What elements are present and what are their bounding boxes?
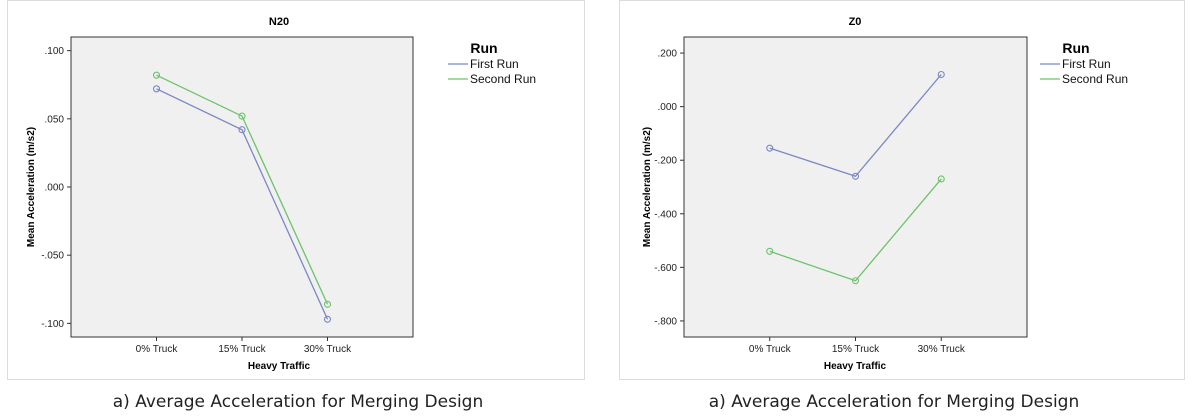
- y-tick-label: -.400: [654, 209, 677, 220]
- series-2-point: [238, 112, 246, 120]
- series-2-point: [766, 247, 774, 255]
- y-axis-label: Mean Acceleration (m/s2): [26, 127, 37, 247]
- chart-panel-right: Z0 .200 .000 -.200 -.400 -.600 -.800 0% Truck 15…: [619, 0, 1185, 380]
- series-2-point: [851, 277, 860, 285]
- x-tick-label: 15% Truck: [218, 344, 266, 355]
- y-tick-label: -.600: [654, 263, 677, 274]
- y-tick-label: -.100: [41, 319, 64, 330]
- y-tick-label: .100: [45, 46, 65, 57]
- line-chart-n20: N20 .100 .050 .000 -.050 -.100 0% Truck 15% Tru…: [26, 16, 536, 372]
- plot-area: [70, 36, 414, 338]
- series-line-2: [769, 178, 942, 282]
- y-axis-label: Mean Acceleration (m/s2): [642, 127, 653, 247]
- y-tick-label: -.200: [654, 156, 677, 167]
- series-line-1: [156, 88, 329, 320]
- x-tick-label: 15% Truck: [832, 344, 880, 355]
- figure-caption-left: a) Average Acceleration for Merging Desi…: [112, 392, 484, 412]
- y-tick-label: .000: [45, 183, 65, 194]
- series-2-point: [937, 175, 945, 183]
- y-tick-label: .200: [658, 49, 678, 60]
- legend-title: Run: [470, 40, 497, 56]
- series-line-2: [156, 74, 329, 305]
- x-tick-label: 30% Truck: [918, 344, 966, 355]
- y-tick-label: .050: [45, 114, 65, 125]
- x-axis-label: Heavy Traffic: [824, 361, 887, 372]
- figure-caption-right: a) Average Acceleration for Merging Desi…: [708, 392, 1080, 412]
- series-1-point: [766, 144, 774, 152]
- legend-entry-1: First Run: [1062, 57, 1111, 71]
- chart-panel-left: N20 .100 .050 .000 -.050 -.100 0% Truck 15% Tru…: [7, 0, 585, 380]
- x-tick-label: 30% Truck: [304, 344, 352, 355]
- series-2-point: [152, 71, 161, 79]
- series-1-point: [152, 85, 161, 93]
- y-tick-label: .000: [658, 102, 678, 113]
- legend-entry-2: Second Run: [470, 72, 536, 86]
- series-1-point: [937, 70, 945, 79]
- chart-title: N20: [269, 16, 289, 28]
- y-tick-label: -.050: [41, 251, 64, 262]
- series-2-point: [323, 300, 332, 308]
- series-line-1: [769, 74, 942, 178]
- plot-area: [683, 36, 1028, 338]
- series-1-point: [323, 315, 332, 323]
- legend-entry-2: Second Run: [1062, 72, 1128, 86]
- legend-entry-1: First Run: [470, 57, 519, 71]
- chart-title: Z0: [849, 16, 862, 28]
- x-tick-label: 0% Truck: [136, 344, 179, 355]
- x-axis-label: Heavy Traffic: [248, 361, 311, 372]
- y-tick-label: -.800: [654, 316, 677, 327]
- series-1-point: [851, 172, 860, 180]
- x-tick-label: 0% Truck: [749, 344, 792, 355]
- series-1-point: [238, 126, 246, 134]
- line-chart-z0: Z0 .200 .000 -.200 -.400 -.600 -.800 0% Truck 15…: [642, 16, 1128, 372]
- legend-title: Run: [1062, 40, 1089, 56]
